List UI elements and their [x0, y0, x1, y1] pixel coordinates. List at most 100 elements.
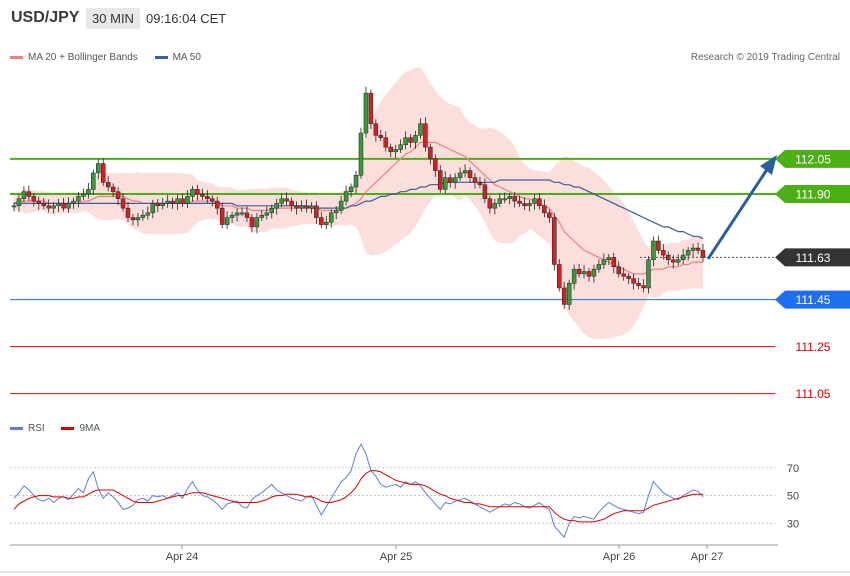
candle-85: [433, 158, 438, 171]
candle-60: [309, 205, 314, 209]
candle-14: [81, 193, 86, 197]
ma50-line: [14, 179, 704, 240]
candle-101: [512, 196, 517, 202]
ma20-line: [13, 141, 703, 275]
timestamp: 09:16:04 CET: [146, 11, 227, 26]
rsi-tick-1: 50: [787, 491, 799, 503]
candle-64: [328, 212, 334, 223]
candle-82: [418, 123, 423, 136]
candle-98: [497, 198, 503, 204]
candle-3: [26, 191, 32, 197]
candle-55: [284, 198, 289, 202]
candle-110: [557, 264, 562, 289]
candle-119: [601, 259, 607, 265]
candle-62: [319, 217, 324, 225]
candle-73: [373, 123, 379, 136]
candle-66: [338, 200, 344, 211]
candle-97: [492, 203, 498, 209]
candle-11: [66, 203, 71, 209]
candle-92: [467, 170, 473, 178]
candle-9: [56, 203, 61, 207]
candle-27: [145, 212, 151, 216]
candle-93: [472, 177, 478, 183]
candle-121: [611, 257, 617, 268]
candle-71: [363, 92, 369, 134]
x-label-1: Apr 25: [380, 551, 412, 563]
candle-80: [408, 137, 413, 143]
candle-118: [596, 264, 602, 270]
candle-67: [343, 191, 349, 202]
x-label-3: Apr 27: [691, 551, 723, 563]
candle-17: [96, 163, 101, 174]
candle-120: [606, 257, 612, 261]
rsi-legend: RSI 9MA: [10, 423, 114, 434]
rsi-series-9ma: [13, 470, 703, 523]
projection-arrow: [706, 167, 770, 260]
candle-6: [41, 203, 46, 207]
candle-130: [656, 240, 661, 251]
candle-134: [675, 259, 681, 263]
candle-25: [135, 217, 141, 221]
candle-81: [413, 135, 418, 143]
candle-40: [210, 198, 215, 202]
candle-94: [477, 182, 483, 185]
candle-18: [100, 163, 106, 183]
level-badge-3: [775, 290, 850, 309]
level-badge-4: [775, 337, 850, 356]
candle-34: [180, 198, 185, 204]
candle-28: [150, 203, 156, 214]
legend-swatch-bollinger: [10, 55, 23, 59]
candle-38: [200, 193, 205, 197]
candle-35: [185, 196, 190, 204]
projection-arrow-head: [760, 155, 777, 175]
candle-5: [36, 200, 42, 204]
candle-74: [378, 135, 384, 138]
candle-52: [269, 207, 275, 214]
candle-19: [105, 182, 111, 188]
candle-102: [517, 200, 522, 204]
level-label-5: 111.05: [796, 387, 831, 401]
level-badge-5: [775, 384, 850, 403]
candle-124: [626, 275, 631, 279]
candle-72: [368, 92, 374, 124]
candle-138: [695, 247, 701, 251]
legend-label-9ma: 9MA: [79, 423, 101, 434]
candle-90: [457, 172, 463, 178]
candle-31: [165, 200, 170, 204]
candle-100: [507, 196, 512, 199]
level-label-3: 111.45: [796, 293, 831, 307]
candle-10: [61, 203, 66, 209]
rsi-tick-2: 70: [787, 463, 799, 475]
candle-88: [447, 177, 453, 183]
credit-text: Research © 2019 Trading Central: [690, 52, 840, 63]
x-label-2: Apr 26: [603, 551, 635, 563]
candle-13: [76, 196, 81, 202]
candle-37: [195, 189, 200, 195]
candle-133: [671, 259, 676, 263]
legend-swatch-rsi: [10, 426, 23, 430]
rsi-series-rsi: [13, 443, 704, 539]
candle-95: [482, 184, 488, 200]
candle-129: [651, 240, 656, 261]
candle-24: [130, 217, 136, 221]
level-badge-2: [775, 248, 850, 267]
timeframe-selector[interactable]: 30 MIN: [86, 8, 140, 29]
candle-77: [393, 149, 398, 153]
candle-75: [383, 137, 389, 148]
candle-65: [333, 210, 339, 214]
level-badge-1: [775, 185, 850, 204]
candle-107: [542, 205, 547, 214]
candle-114: [576, 268, 582, 275]
candle-116: [586, 271, 592, 277]
candle-29: [155, 203, 160, 207]
candle-43: [224, 217, 230, 225]
candle-50: [259, 214, 265, 218]
symbol-label: USD/JPY: [11, 9, 80, 26]
candle-132: [666, 254, 671, 261]
candle-30: [160, 203, 165, 207]
candle-39: [205, 196, 210, 199]
candle-45: [234, 212, 240, 216]
level-badge-0: [775, 149, 850, 168]
level-label-4: 111.25: [796, 340, 831, 354]
